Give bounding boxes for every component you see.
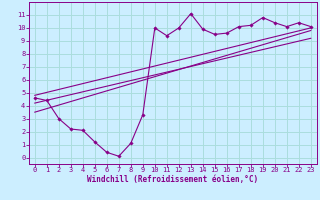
X-axis label: Windchill (Refroidissement éolien,°C): Windchill (Refroidissement éolien,°C) bbox=[87, 175, 258, 184]
